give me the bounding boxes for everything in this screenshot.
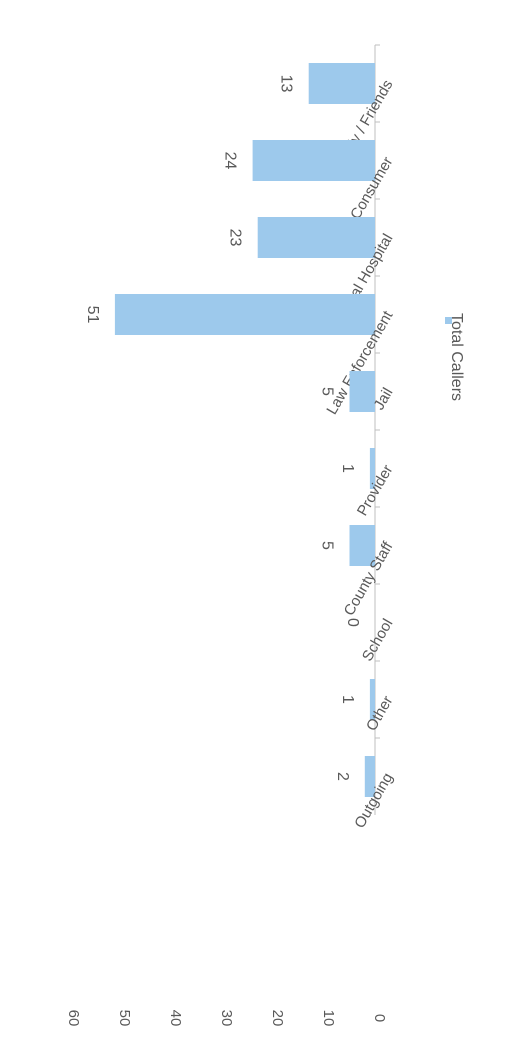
bar [349,371,375,412]
value-tick-label: 40 [167,1010,184,1027]
bar [114,294,376,335]
legend-label: Total Callers [448,313,465,401]
data-label: 13 [278,75,295,93]
legend-swatch [445,317,452,324]
value-tick-label: 10 [320,1010,337,1027]
data-label: 23 [227,229,244,247]
bar [308,63,375,104]
value-tick-label: 30 [218,1010,235,1027]
value-tick-label: 20 [269,1010,286,1027]
data-label: 0 [344,618,361,627]
data-label: 51 [84,306,101,324]
bar [369,679,375,720]
data-label: 5 [319,541,336,550]
data-label: 1 [339,695,356,704]
data-label: 24 [222,152,239,170]
bar [257,217,375,258]
bar [364,756,375,797]
category-label: School [359,616,397,664]
category-label: Other [363,693,396,734]
value-tick-label: 60 [65,1010,82,1027]
data-label: 5 [319,387,336,396]
bar [349,525,375,566]
bar [252,140,375,181]
value-tick-label: 50 [116,1010,133,1027]
data-label: 1 [339,464,356,473]
value-tick-label: 0 [371,1014,388,1022]
bar [369,448,375,489]
data-label: 2 [334,772,351,781]
chart-legend: Total Callers [445,313,465,401]
